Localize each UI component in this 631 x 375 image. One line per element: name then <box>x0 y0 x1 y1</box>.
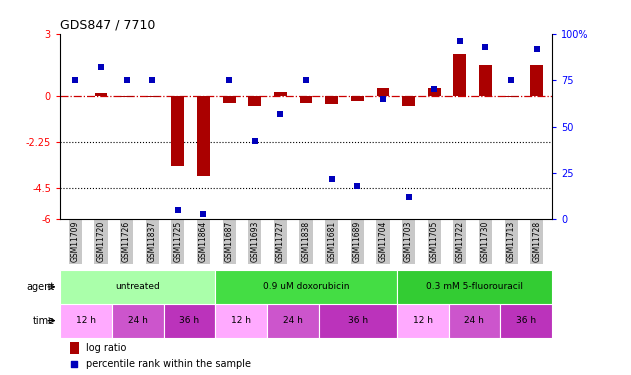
Text: GDS847 / 7710: GDS847 / 7710 <box>60 18 155 31</box>
Point <box>429 87 439 93</box>
Point <box>455 38 465 44</box>
Point <box>506 77 516 83</box>
Point <box>224 77 234 83</box>
Point <box>147 77 157 83</box>
Bar <box>377 88 389 96</box>
Bar <box>500 304 552 338</box>
Point <box>173 207 183 213</box>
Text: 12 h: 12 h <box>232 316 251 325</box>
Bar <box>454 54 466 96</box>
Bar <box>325 96 338 104</box>
Point <box>96 64 106 70</box>
Point <box>378 96 388 102</box>
Point <box>198 211 208 217</box>
Bar <box>197 96 210 176</box>
Text: percentile rank within the sample: percentile rank within the sample <box>86 359 251 369</box>
Bar <box>402 96 415 106</box>
Text: 12 h: 12 h <box>76 316 96 325</box>
Point <box>70 77 80 83</box>
Text: log ratio: log ratio <box>86 343 126 353</box>
Text: 24 h: 24 h <box>127 316 148 325</box>
Text: agent: agent <box>27 282 55 292</box>
Bar <box>112 304 163 338</box>
Bar <box>300 96 312 103</box>
Bar <box>60 304 112 338</box>
Bar <box>530 64 543 96</box>
Bar <box>60 270 215 304</box>
Point <box>275 111 285 117</box>
Text: time: time <box>33 316 55 326</box>
Text: 36 h: 36 h <box>516 316 536 325</box>
Point <box>532 46 542 52</box>
Point <box>122 77 132 83</box>
Bar <box>172 96 184 166</box>
Bar <box>163 304 215 338</box>
Bar <box>95 93 107 96</box>
Bar <box>449 304 500 338</box>
Bar <box>397 270 552 304</box>
Text: 0.3 mM 5-fluorouracil: 0.3 mM 5-fluorouracil <box>426 282 523 291</box>
Text: 24 h: 24 h <box>464 316 485 325</box>
Point <box>69 361 80 367</box>
Point <box>250 138 260 144</box>
Text: 36 h: 36 h <box>179 316 199 325</box>
Bar <box>249 96 261 106</box>
Bar <box>146 96 158 97</box>
Point <box>301 77 311 83</box>
Bar <box>351 96 363 101</box>
Bar <box>319 304 397 338</box>
Text: 36 h: 36 h <box>348 316 368 325</box>
Bar <box>274 92 287 96</box>
Bar <box>215 270 397 304</box>
Bar <box>505 96 517 97</box>
Bar <box>397 304 449 338</box>
Text: 12 h: 12 h <box>413 316 433 325</box>
Bar <box>120 96 133 97</box>
Bar <box>267 304 319 338</box>
Text: untreated: untreated <box>115 282 160 291</box>
Text: 24 h: 24 h <box>283 316 303 325</box>
Point <box>327 176 337 181</box>
Bar <box>479 64 492 96</box>
Text: 0.9 uM doxorubicin: 0.9 uM doxorubicin <box>262 282 350 291</box>
Point <box>404 194 414 200</box>
Bar <box>428 88 440 96</box>
Bar <box>223 96 235 103</box>
Point <box>480 44 490 50</box>
Bar <box>70 342 79 354</box>
Point <box>352 183 362 189</box>
Bar <box>215 304 267 338</box>
